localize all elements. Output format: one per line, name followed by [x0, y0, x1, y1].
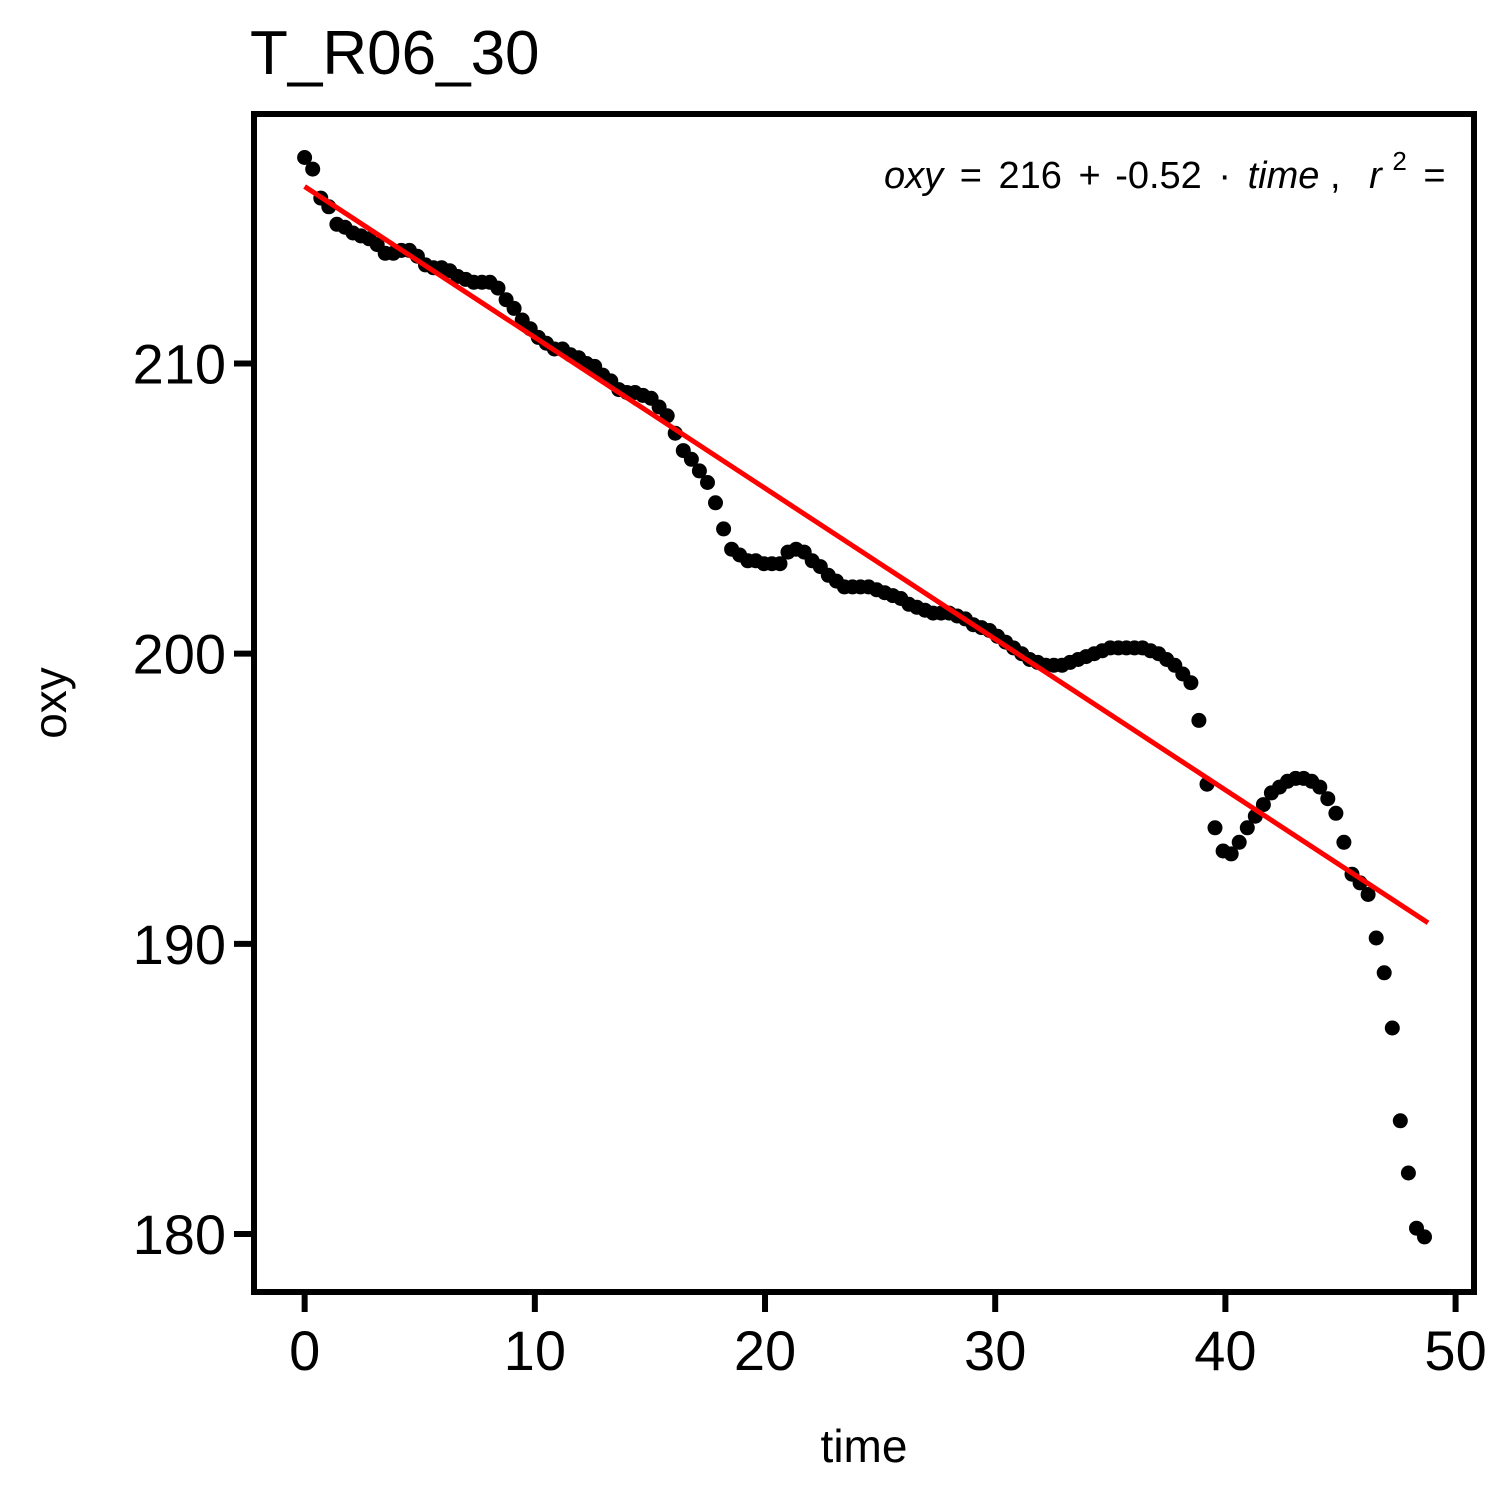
- y-tick-label: 200: [133, 623, 226, 686]
- data-point: [708, 495, 723, 510]
- data-point: [1183, 675, 1198, 690]
- equation-r-label: r: [1369, 155, 1383, 197]
- data-point: [1320, 791, 1335, 806]
- data-point: [1377, 965, 1392, 980]
- x-tick-label: 30: [964, 1319, 1026, 1382]
- data-point: [1385, 1021, 1400, 1036]
- x-tick-label: 0: [289, 1319, 320, 1382]
- equation-r-equals: =: [1423, 155, 1445, 197]
- data-point: [1328, 806, 1343, 821]
- equation-dot: ·: [1218, 155, 1231, 197]
- data-point: [1369, 931, 1384, 946]
- y-axis-title: oxy: [24, 667, 76, 739]
- data-point: [305, 162, 320, 177]
- data-point: [1336, 835, 1351, 850]
- equation-variable: time: [1248, 155, 1320, 197]
- data-point: [700, 475, 715, 490]
- equation-r-exponent: 2: [1392, 146, 1406, 176]
- equation-intercept: 216: [998, 155, 1061, 197]
- data-point: [1232, 835, 1247, 850]
- chart-title: T_R06_30: [250, 19, 540, 88]
- y-tick-label: 180: [133, 1203, 226, 1266]
- equation-comma: ,: [1330, 155, 1341, 197]
- data-point: [1393, 1113, 1408, 1128]
- data-point: [1191, 713, 1206, 728]
- y-tick-label: 210: [133, 333, 226, 396]
- data-point: [1401, 1166, 1416, 1181]
- x-tick-label: 10: [504, 1319, 566, 1382]
- equation-slope: -0.52: [1115, 155, 1202, 197]
- data-point: [716, 521, 731, 536]
- x-tick-label: 40: [1194, 1319, 1256, 1382]
- equation-plus: +: [1078, 155, 1100, 197]
- x-tick-label: 20: [734, 1319, 796, 1382]
- data-point: [1208, 820, 1223, 835]
- x-axis-title: time: [821, 1420, 908, 1472]
- equation-equals: =: [960, 155, 982, 197]
- equation-lhs: oxy: [884, 155, 945, 197]
- data-point: [1417, 1229, 1432, 1244]
- x-tick-label: 50: [1424, 1319, 1486, 1382]
- y-tick-label: 190: [133, 913, 226, 976]
